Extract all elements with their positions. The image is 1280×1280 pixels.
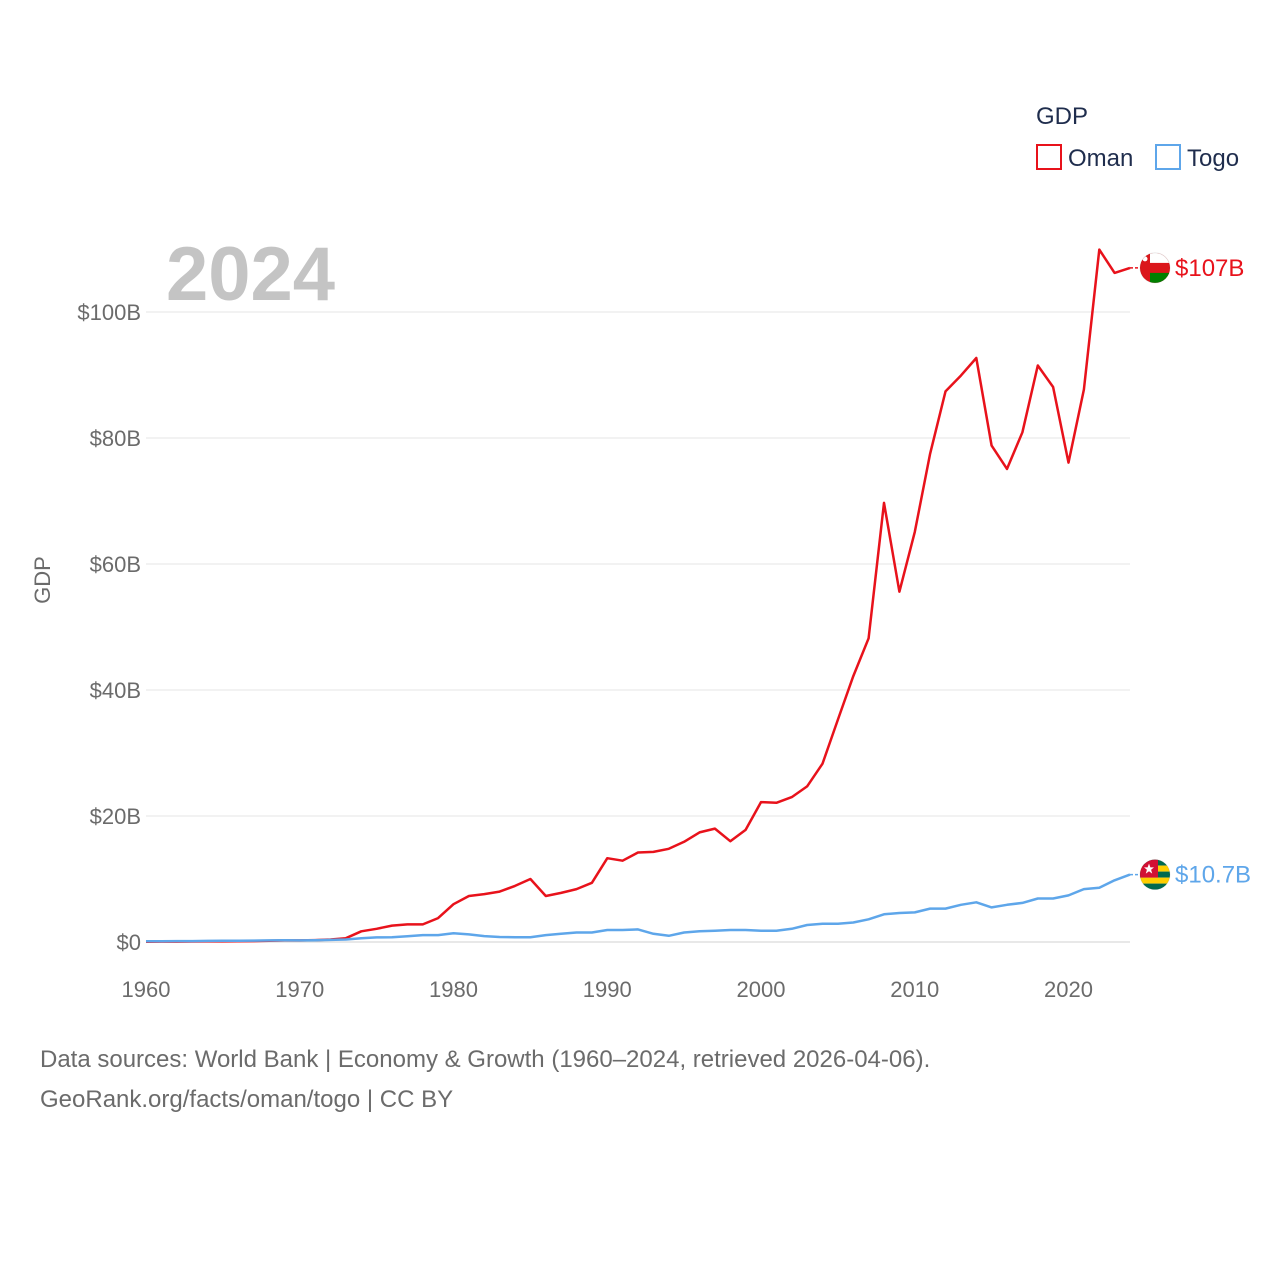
flag-outline [1139, 859, 1171, 891]
legend: GDP Oman Togo [1036, 103, 1239, 172]
y-tick-label: $20B [90, 804, 141, 829]
series-end-markers: $107B $10.7B [1130, 252, 1251, 891]
source-line-1: Data sources: World Bank | Economy & Gro… [40, 1046, 931, 1073]
legend-label-oman: Oman [1068, 145, 1133, 172]
x-axis: 1960 1970 1980 1990 2000 2010 2020 [122, 977, 1093, 1002]
gdp-line-chart: $0 $20B $40B $60B $80B $100B 1960 1970 1980 1990… [30, 103, 1251, 1002]
legend-label-togo: Togo [1187, 145, 1239, 172]
end-value-label-togo: $10.7B [1175, 862, 1251, 889]
flag-outline [1139, 252, 1171, 284]
legend-title: GDP [1036, 103, 1088, 130]
legend-item-togo[interactable]: Togo [1155, 144, 1239, 172]
x-tick-label: 2020 [1044, 977, 1093, 1002]
y-tick-label: $80B [90, 426, 141, 451]
x-tick-label: 1960 [122, 977, 171, 1002]
year-label: 2024 [166, 232, 335, 317]
series-line-togo [146, 873, 1131, 943]
oman-flag-icon [1140, 252, 1170, 283]
end-marker-togo: $10.7B [1130, 859, 1251, 891]
legend-swatch-oman [1036, 144, 1062, 170]
y-axis: $0 $20B $40B $60B $80B $100B [77, 300, 141, 955]
x-tick-label: 1970 [275, 977, 324, 1002]
y-tick-label: $60B [90, 552, 141, 577]
grid-lines [146, 311, 1130, 943]
x-tick-label: 1980 [429, 977, 478, 1002]
end-marker-oman: $107B [1130, 252, 1244, 284]
y-tick-label: $100B [77, 300, 141, 325]
source-line-2: GeoRank.org/facts/oman/togo | CC BY [40, 1086, 454, 1113]
y-tick-label: $40B [90, 678, 141, 703]
x-tick-label: 1990 [583, 977, 632, 1002]
togo-flag-icon [1140, 859, 1170, 890]
y-axis-title: GDP [30, 556, 55, 604]
series-lines [145, 248, 1131, 943]
legend-item-oman[interactable]: Oman [1036, 144, 1133, 172]
y-tick-label: $0 [117, 930, 141, 955]
source-footer: Data sources: World Bank | Economy & Gro… [40, 1040, 1240, 1120]
end-value-label-oman: $107B [1175, 255, 1244, 282]
x-tick-label: 2000 [737, 977, 786, 1002]
legend-swatch-togo [1155, 144, 1181, 170]
x-tick-label: 2010 [890, 977, 939, 1002]
series-line-oman [145, 248, 1131, 943]
